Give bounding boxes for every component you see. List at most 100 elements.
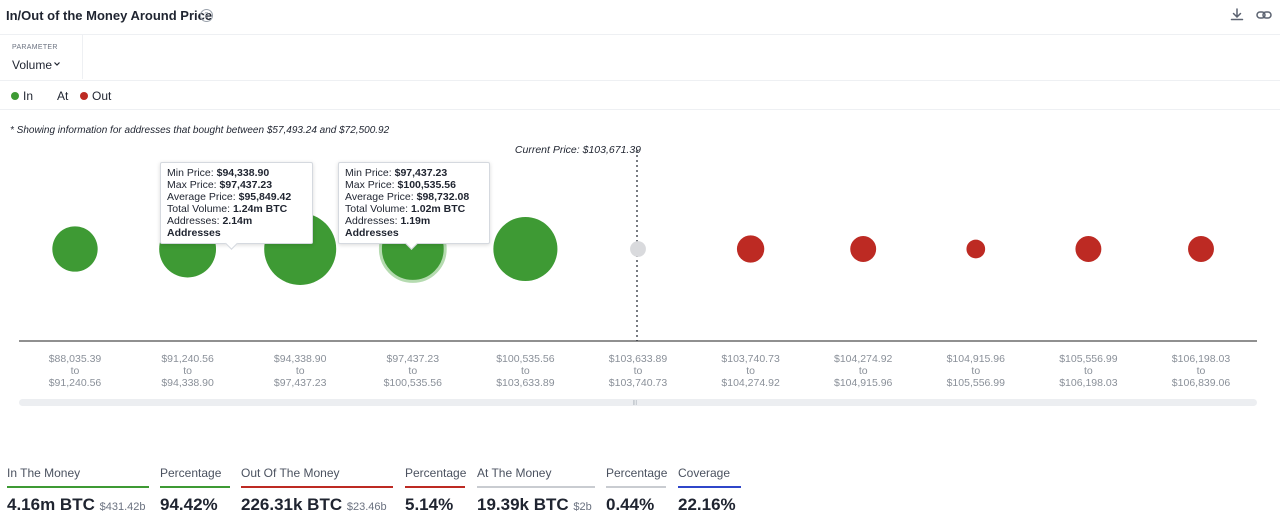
stat-value: 226.31k BTC $23.46b (241, 495, 393, 515)
stat-value: 0.44% (606, 495, 666, 515)
bucket-from-label: $106,198.03 (1172, 353, 1231, 365)
tooltip-volume-value: 1.02m BTC (410, 203, 466, 215)
bucket-from-label: $103,633.89 (609, 353, 668, 365)
stat-label: Percentage (405, 466, 467, 480)
bucket-from-label: $94,338.90 (274, 353, 327, 365)
stat-label: Percentage (160, 466, 222, 480)
bubble-at[interactable] (630, 241, 646, 257)
stat-in-the-money: In The Money 4.16m BTC $431.42b (7, 466, 149, 515)
legend-in[interactable]: In (23, 89, 34, 103)
bucket-to-connector: to (971, 365, 980, 377)
bucket-to-connector: to (746, 365, 755, 377)
stat-value-main: 226.31k BTC (241, 495, 343, 514)
bubble-out[interactable] (1188, 236, 1214, 262)
tooltip-addresses-label: Addresses: (167, 215, 220, 227)
stat-value: 19.39k BTC $2b (477, 495, 595, 515)
stat-underline (678, 486, 741, 488)
bucket-from-label: $91,240.56 (161, 353, 214, 365)
bucket-to-label: $103,633.89 (496, 377, 555, 389)
bucket-to-label: $104,274.92 (721, 377, 780, 389)
parameter-dropdown[interactable]: Volume (12, 58, 53, 72)
stat-at-the-money: At The Money 19.39k BTC $2b (477, 466, 595, 515)
stat-in-percentage: Percentage 94.42% (160, 466, 230, 515)
tooltip-avg-label: Average Price: (345, 191, 414, 203)
bucket-from-label: $104,274.92 (834, 353, 893, 365)
stat-at-percentage: Percentage 0.44% (606, 466, 667, 515)
stat-value: 94.42% (160, 495, 230, 515)
stat-value-main: 19.39k BTC (477, 495, 569, 514)
bubble-out[interactable] (1075, 236, 1102, 262)
bucket-to-label: $97,437.23 (274, 377, 327, 389)
bucket-to-connector: to (521, 365, 530, 377)
tooltip-addresses-value: 2.14m Addresses (167, 215, 253, 239)
tooltip-max-value: $100,535.56 (397, 179, 456, 191)
bubble-out[interactable] (736, 235, 765, 263)
stat-value-main: 5.14% (405, 495, 454, 514)
scroll-grip-icon[interactable]: ||| (633, 400, 637, 406)
bucket-to-connector: to (408, 365, 417, 377)
stat-label: At The Money (477, 466, 552, 480)
stat-underline (606, 486, 666, 488)
stat-out-of-the-money: Out Of The Money 226.31k BTC $23.46b (241, 466, 393, 515)
stat-underline (241, 486, 393, 488)
bubble-in[interactable] (493, 216, 558, 282)
stat-value-main: 22.16% (678, 495, 736, 514)
bucket-to-connector: to (71, 365, 80, 377)
stat-value-usd: $431.42b (99, 501, 146, 513)
stat-out-percentage: Percentage 5.14% (405, 466, 467, 515)
bucket-to-label: $94,338.90 (161, 377, 214, 389)
widget-header: In/Out of the Money Around Price ? (0, 0, 1280, 35)
bucket-to-connector: to (296, 365, 305, 377)
bucket-to-connector: to (1084, 365, 1093, 377)
link-icon[interactable] (1255, 6, 1273, 24)
help-icon[interactable]: ? (200, 9, 213, 22)
parameter-label: PARAMETER (12, 44, 58, 51)
tooltip-max-label: Max Price: (345, 179, 395, 191)
bubble-in[interactable] (52, 226, 98, 272)
bucket-to-connector: to (1197, 365, 1206, 377)
tooltip-min-value: $94,338.90 (216, 167, 270, 179)
tooltip-volume-label: Total Volume: (167, 203, 231, 215)
bucket-to-label: $106,839.06 (1172, 377, 1231, 389)
range-note: * Showing information for addresses that… (10, 125, 390, 136)
bucket-from-label: $105,556.99 (1059, 353, 1118, 365)
stat-label: Out Of The Money (241, 466, 340, 480)
tooltip-avg-label: Average Price: (167, 191, 236, 203)
bucket-to-label: $91,240.56 (49, 377, 102, 389)
download-icon[interactable] (1228, 6, 1246, 24)
stat-value-main: 4.16m BTC (7, 495, 95, 514)
bubble-out[interactable] (966, 239, 986, 259)
tooltip-max-label: Max Price: (167, 179, 217, 191)
bucket-to-label: $105,556.99 (947, 377, 1006, 389)
tooltip-addresses-value: 1.19m Addresses (345, 215, 431, 239)
stat-value-main: 0.44% (606, 495, 655, 514)
bucket-from-label: $103,740.73 (721, 353, 780, 365)
bucket-to-connector: to (183, 365, 192, 377)
stat-underline (477, 486, 595, 488)
widget-title: In/Out of the Money Around Price (6, 8, 213, 23)
stat-underline (405, 486, 465, 488)
bucket-to-label: $103,740.73 (609, 377, 668, 389)
bucket-to-label: $106,198.03 (1059, 377, 1118, 389)
tooltip-volume-value: 1.24m BTC (232, 203, 288, 215)
chart-scrollbar[interactable]: ||| (19, 399, 1257, 406)
chevron-down-icon[interactable] (54, 61, 60, 67)
stat-label: Coverage (678, 466, 731, 480)
legend-in-dot (11, 92, 19, 100)
bucket-from-label: $104,915.96 (947, 353, 1006, 365)
bucket-to-connector: to (634, 365, 643, 377)
stat-underline (160, 486, 230, 488)
stat-value-usd: $2b (573, 501, 592, 513)
bucket-to-connector: to (859, 365, 868, 377)
tooltip-addresses-label: Addresses: (345, 215, 398, 227)
stat-value: 22.16% (678, 495, 741, 515)
tooltip-bucket-3: Min Price: $94,338.90 Max Price: $97,437… (160, 162, 313, 250)
stat-coverage: Coverage 22.16% (678, 466, 741, 515)
parameter-selector[interactable]: PARAMETER Volume (0, 35, 83, 79)
legend-out[interactable]: Out (92, 89, 112, 103)
legend-at[interactable]: At (57, 89, 69, 103)
tooltip-min-label: Min Price: (167, 167, 214, 179)
bucket-from-label: $88,035.39 (49, 353, 102, 365)
tooltip-min-label: Min Price: (345, 167, 392, 179)
bubble-out[interactable] (850, 236, 877, 262)
